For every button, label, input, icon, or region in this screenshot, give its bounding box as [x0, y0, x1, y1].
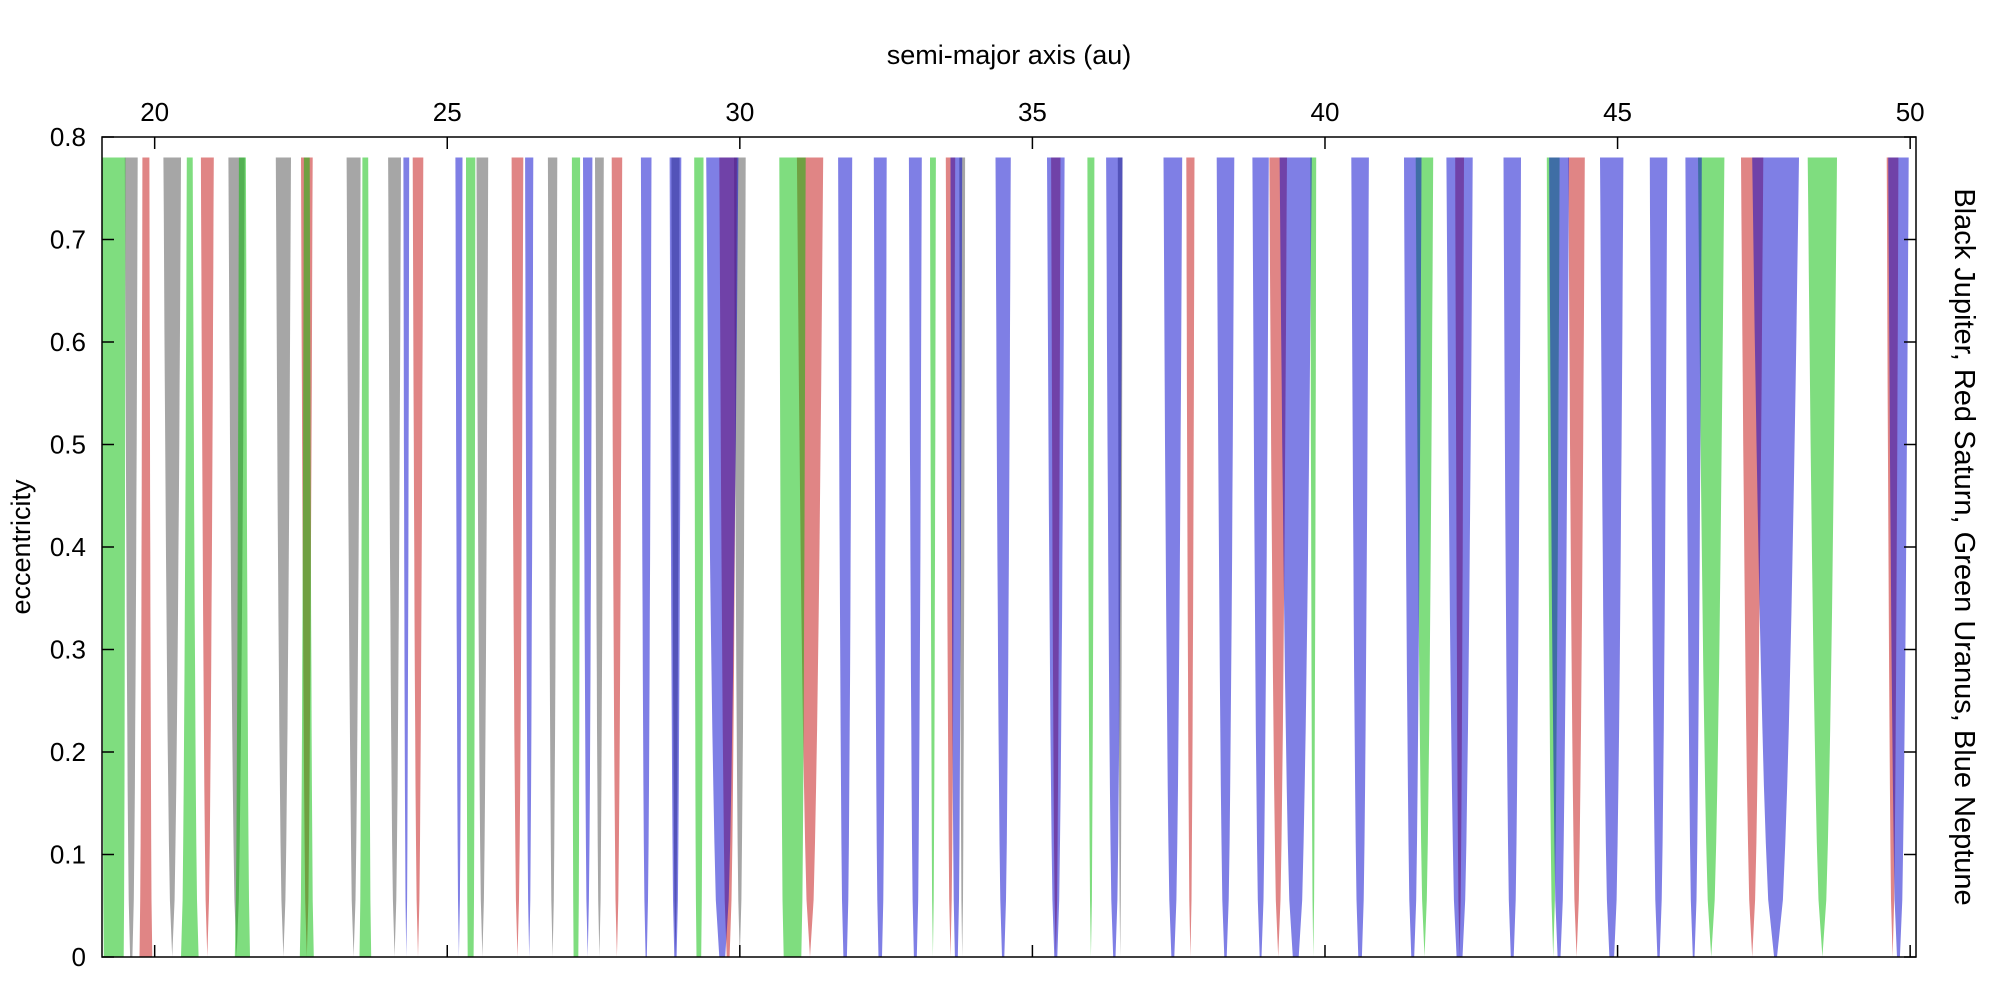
resonance-region	[1752, 157, 1799, 957]
resonance-region	[299, 157, 314, 957]
resonance-region	[640, 157, 652, 957]
resonance-region	[1047, 157, 1065, 957]
resonance-region	[1600, 157, 1624, 957]
resonance-region	[359, 157, 372, 957]
y-tick-label: 0	[72, 942, 86, 972]
resonance-region	[139, 157, 153, 957]
resonance-region	[547, 157, 558, 957]
resonance-region	[234, 157, 250, 957]
resonance-region	[163, 157, 181, 957]
side-label: Black Jupiter, Red Saturn, Green Uranus,…	[1948, 188, 1980, 905]
resonance-region	[1087, 157, 1095, 957]
x-tick-label: 40	[1311, 97, 1340, 127]
resonance-region	[930, 157, 936, 957]
x-tick-label: 45	[1603, 97, 1632, 127]
x-axis: 20 25 30 35 40 45 50	[140, 97, 1925, 957]
y-axis: 0 0.1 0.2 0.3 0.4 0.5 0.6 0.7 0.8	[50, 122, 1916, 972]
resonance-region	[1310, 157, 1317, 957]
resonance-region	[1549, 157, 1569, 957]
resonance-region	[1685, 157, 1702, 957]
x-tick-label: 20	[140, 97, 169, 127]
x-tick-label: 30	[725, 97, 754, 127]
resonance-region	[950, 157, 963, 957]
resonance-region	[908, 157, 922, 957]
series-layer	[102, 157, 1909, 957]
resonance-region	[124, 157, 138, 957]
resonance-region	[1503, 157, 1521, 957]
y-tick-label: 0.1	[50, 840, 86, 870]
resonance-region	[1252, 157, 1269, 957]
resonance-region	[511, 157, 524, 957]
series-green-uranus	[102, 157, 1837, 957]
resonance-region	[412, 157, 424, 957]
resonance-region	[200, 157, 214, 957]
y-tick-label: 0.4	[50, 532, 86, 562]
resonance-region	[611, 157, 623, 957]
resonance-region	[1216, 157, 1235, 957]
resonance-region	[706, 157, 739, 957]
y-tick-label: 0.2	[50, 737, 86, 767]
resonance-region	[694, 157, 704, 957]
x-axis-label: semi-major axis (au)	[887, 40, 1132, 70]
y-axis-label: eccentricity	[6, 479, 36, 615]
x-tick-label: 50	[1896, 97, 1925, 127]
resonance-region	[595, 157, 604, 957]
resonance-region	[583, 157, 593, 957]
resonance-region	[181, 157, 199, 957]
resonance-region	[466, 157, 476, 957]
y-tick-label: 0.7	[50, 225, 86, 255]
resonance-region	[995, 157, 1011, 957]
y-tick-label: 0.5	[50, 430, 86, 460]
resonance-region	[1446, 157, 1473, 957]
resonance-region	[346, 157, 361, 957]
resonance-region	[1106, 157, 1123, 957]
resonance-region	[873, 157, 887, 957]
x-tick-label: 35	[1018, 97, 1047, 127]
resonance-region	[455, 157, 463, 957]
series-blue-neptune	[403, 157, 1909, 957]
resonance-region	[1163, 157, 1183, 957]
resonance-region	[1649, 157, 1668, 957]
resonance-region	[1568, 157, 1585, 957]
resonance-region	[1186, 157, 1195, 957]
resonance-region	[1404, 157, 1422, 957]
y-tick-label: 0.3	[50, 635, 86, 665]
resonance-region	[1698, 157, 1725, 957]
resonance-region	[669, 157, 682, 957]
resonance-region	[102, 157, 126, 957]
resonance-region	[403, 157, 410, 957]
resonance-region	[838, 157, 853, 957]
resonance-region	[388, 157, 401, 957]
y-tick-label: 0.8	[50, 122, 86, 152]
resonance-region	[1888, 157, 1909, 957]
resonance-region	[275, 157, 291, 957]
resonance-region	[1279, 157, 1312, 957]
y-tick-label: 0.6	[50, 327, 86, 357]
x-tick-label: 25	[433, 97, 462, 127]
resonance-region	[734, 157, 746, 957]
resonance-region	[476, 157, 489, 957]
resonance-region	[525, 157, 534, 957]
resonance-region	[571, 157, 581, 957]
resonance-region	[779, 157, 806, 957]
resonance-region	[1351, 157, 1369, 957]
resonance-region	[1807, 157, 1837, 957]
